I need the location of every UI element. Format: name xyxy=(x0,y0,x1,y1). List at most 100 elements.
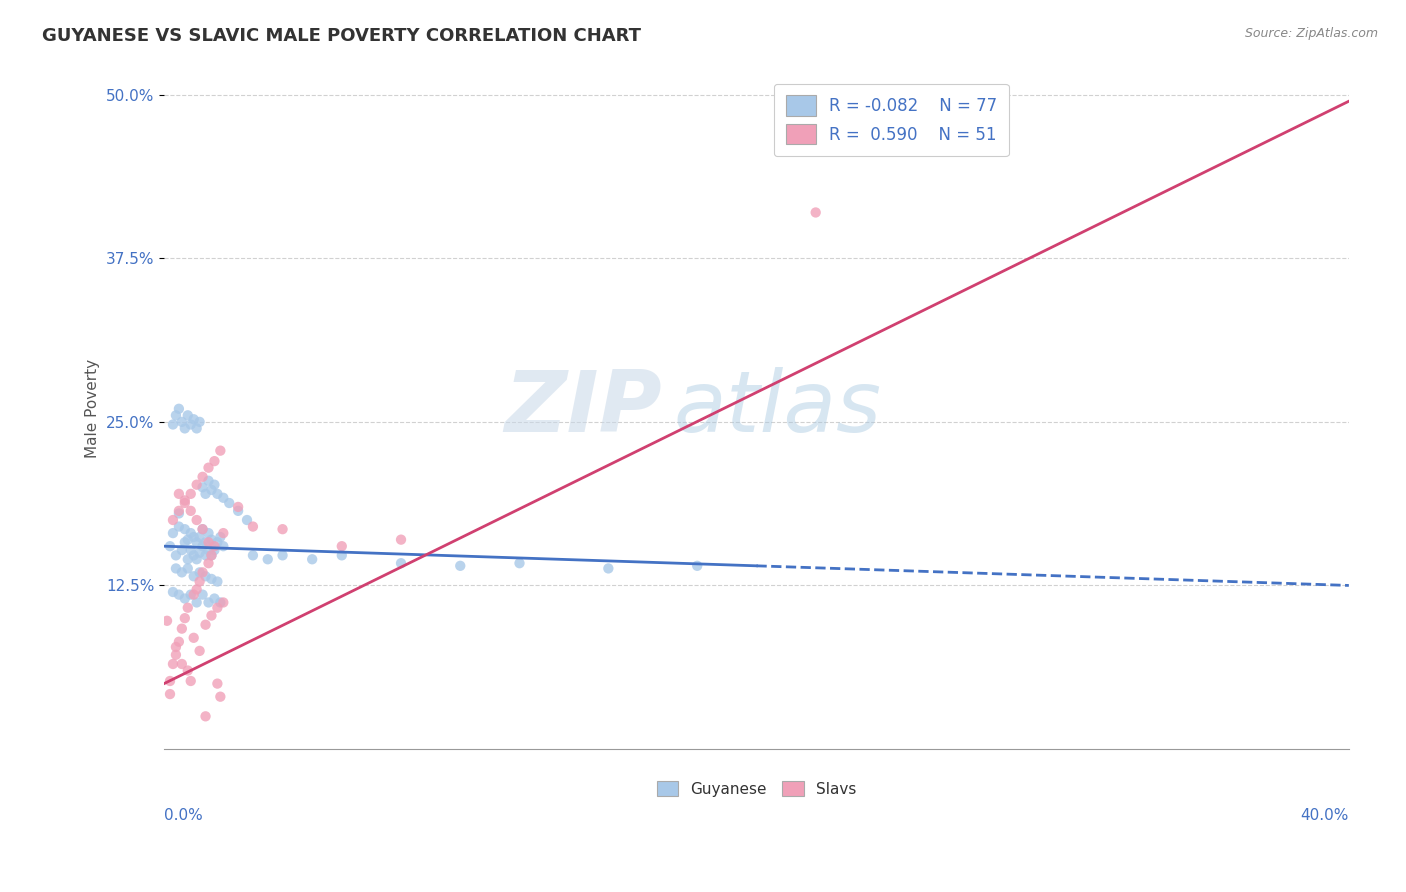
Point xyxy=(226,504,249,518)
Point xyxy=(209,530,232,544)
Point xyxy=(200,549,222,563)
Point xyxy=(167,504,190,518)
Point xyxy=(204,543,226,558)
Point xyxy=(218,496,240,510)
Point xyxy=(188,574,211,589)
Point xyxy=(170,415,193,429)
Point xyxy=(180,526,202,541)
Point xyxy=(188,566,211,580)
Point xyxy=(194,617,217,632)
Point xyxy=(197,526,219,541)
Point xyxy=(180,543,202,558)
Point xyxy=(449,558,471,573)
Point xyxy=(159,673,181,688)
Point xyxy=(209,690,232,704)
Point xyxy=(173,421,195,435)
Point xyxy=(186,513,208,527)
Text: 0.0%: 0.0% xyxy=(165,808,202,823)
Point xyxy=(204,477,226,491)
Point xyxy=(177,409,200,423)
Point xyxy=(167,487,190,501)
Point xyxy=(180,588,202,602)
Point xyxy=(170,566,193,580)
Point xyxy=(207,574,229,589)
Legend: Guyanese, Slavs: Guyanese, Slavs xyxy=(651,774,862,803)
Point xyxy=(197,535,219,549)
Point xyxy=(177,561,200,575)
Point xyxy=(301,552,323,566)
Point xyxy=(188,546,211,560)
Point xyxy=(167,401,190,416)
Point xyxy=(173,493,195,508)
Point xyxy=(162,585,184,599)
Point xyxy=(212,526,235,541)
Text: 40.0%: 40.0% xyxy=(1301,808,1348,823)
Point xyxy=(183,588,205,602)
Point xyxy=(200,483,222,497)
Point xyxy=(242,519,264,533)
Point xyxy=(212,595,235,609)
Point xyxy=(389,533,412,547)
Point xyxy=(173,522,195,536)
Point xyxy=(170,543,193,558)
Point xyxy=(330,539,353,553)
Point xyxy=(686,558,709,573)
Point xyxy=(183,631,205,645)
Point xyxy=(177,600,200,615)
Point xyxy=(165,409,187,423)
Point xyxy=(173,591,195,606)
Point xyxy=(167,634,190,648)
Point xyxy=(170,622,193,636)
Point xyxy=(162,657,184,671)
Point xyxy=(256,552,278,566)
Point xyxy=(194,535,217,549)
Point xyxy=(598,561,620,575)
Point xyxy=(180,673,202,688)
Point xyxy=(212,539,235,553)
Point xyxy=(183,549,205,563)
Point xyxy=(159,687,181,701)
Point xyxy=(167,588,190,602)
Text: GUYANESE VS SLAVIC MALE POVERTY CORRELATION CHART: GUYANESE VS SLAVIC MALE POVERTY CORRELAT… xyxy=(42,27,641,45)
Point xyxy=(170,657,193,671)
Point xyxy=(209,595,232,609)
Point xyxy=(186,595,208,609)
Point xyxy=(183,412,205,426)
Point xyxy=(173,496,195,510)
Point xyxy=(186,552,208,566)
Point xyxy=(191,588,214,602)
Point xyxy=(165,549,187,563)
Point xyxy=(194,549,217,563)
Text: Source: ZipAtlas.com: Source: ZipAtlas.com xyxy=(1244,27,1378,40)
Point xyxy=(183,530,205,544)
Point xyxy=(271,549,294,563)
Point xyxy=(204,454,226,468)
Point xyxy=(200,549,222,563)
Point xyxy=(207,676,229,690)
Point xyxy=(197,556,219,570)
Point xyxy=(191,470,214,484)
Point xyxy=(180,417,202,432)
Point xyxy=(188,530,211,544)
Point xyxy=(197,595,219,609)
Point xyxy=(188,644,211,658)
Point xyxy=(191,480,214,494)
Point xyxy=(191,566,214,580)
Point xyxy=(188,415,211,429)
Text: atlas: atlas xyxy=(673,368,882,450)
Point xyxy=(226,500,249,514)
Point xyxy=(162,417,184,432)
Point xyxy=(186,582,208,597)
Point xyxy=(330,549,353,563)
Point xyxy=(162,513,184,527)
Point xyxy=(191,522,214,536)
Point xyxy=(159,539,181,553)
Point xyxy=(156,614,179,628)
Point xyxy=(180,504,202,518)
Point xyxy=(191,539,214,553)
Point xyxy=(177,552,200,566)
Point xyxy=(165,561,187,575)
Point xyxy=(207,487,229,501)
Point xyxy=(186,535,208,549)
Point xyxy=(167,519,190,533)
